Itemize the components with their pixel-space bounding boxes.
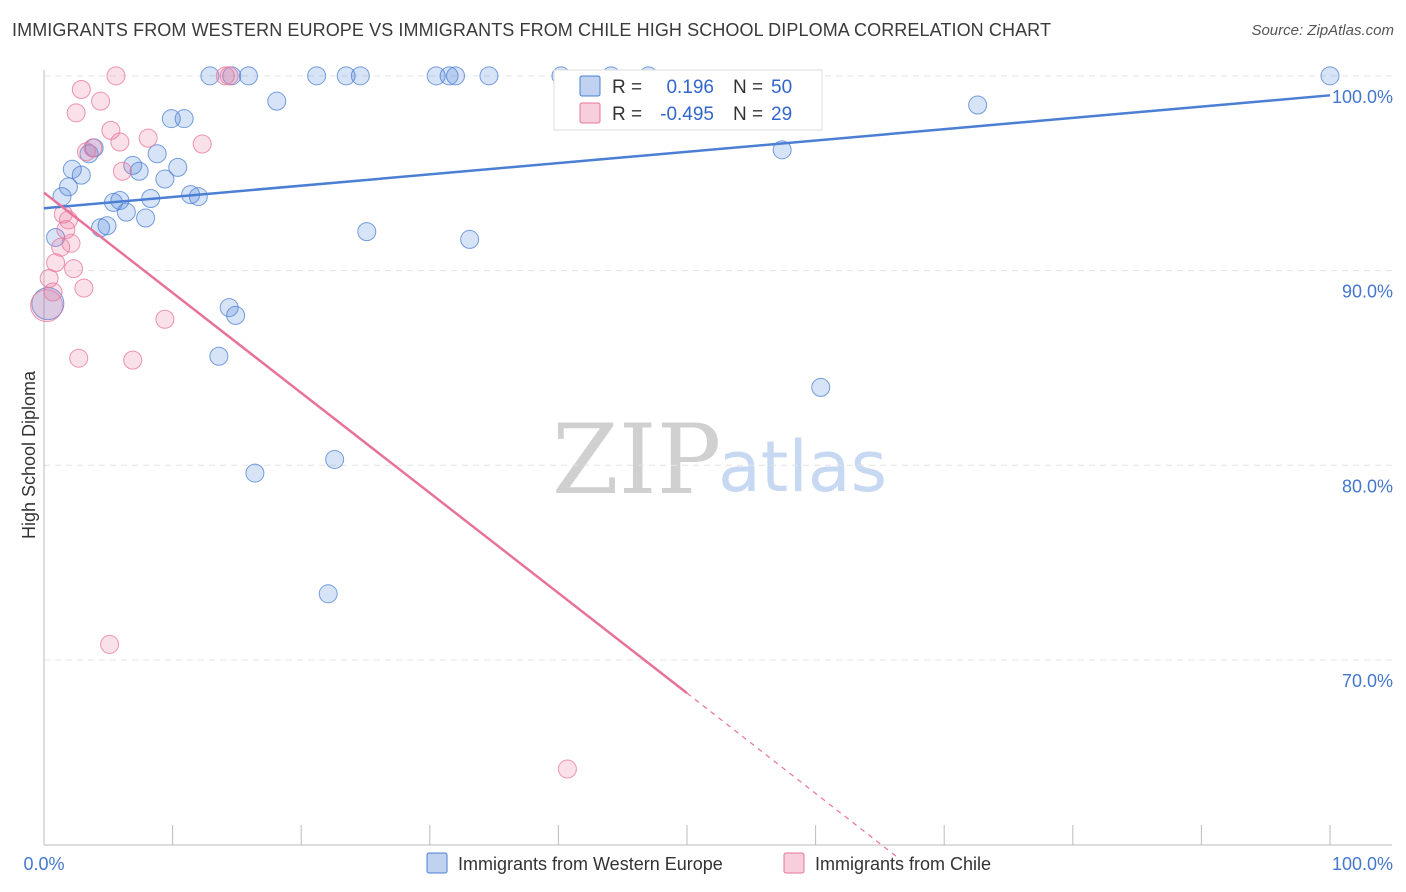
point-western-europe	[155, 169, 175, 189]
stats-r-value-chile: -0.495	[660, 104, 714, 125]
point-chile	[66, 103, 86, 123]
point-western-europe	[307, 66, 327, 86]
stats-r-label-western-europe: R =	[612, 77, 642, 98]
point-western-europe	[79, 144, 99, 164]
stats-box: R = 0.196 N = 50 R = -0.495 N = 29	[553, 69, 823, 131]
point-chile	[123, 350, 143, 370]
x-tick-label-min: 0.0%	[23, 854, 64, 874]
point-western-europe	[245, 463, 265, 483]
legend-label-western-europe: Immigrants from Western Europe	[458, 854, 723, 874]
stats-n-value-chile: 29	[771, 104, 792, 125]
point-western-europe	[357, 222, 377, 242]
point-chile	[91, 91, 111, 111]
point-western-europe	[267, 91, 287, 111]
point-western-europe	[219, 298, 239, 318]
stats-swatch-western-europe	[579, 75, 601, 97]
source-credit: Source: ZipAtlas.com	[1251, 22, 1394, 39]
point-western-europe	[479, 66, 499, 86]
y-axis-label: High School Diploma	[19, 370, 39, 539]
point-chile	[192, 134, 212, 154]
legend-swatch-chile	[783, 852, 805, 874]
stats-r-value-western-europe: 0.196	[666, 77, 714, 98]
point-western-europe	[446, 66, 466, 86]
point-western-europe	[136, 208, 156, 228]
trend-extension-chile	[686, 692, 900, 860]
point-chile	[30, 289, 64, 323]
point-western-europe	[439, 66, 459, 86]
chart-title: IMMIGRANTS FROM WESTERN EUROPE VS IMMIGR…	[12, 20, 1052, 40]
point-western-europe	[168, 157, 188, 177]
gridlines	[44, 75, 1392, 661]
stats-n-value-western-europe: 50	[771, 77, 792, 98]
stats-swatch-chile	[579, 102, 601, 124]
data-points	[30, 66, 1340, 779]
point-chile	[69, 348, 89, 368]
point-chile	[46, 253, 66, 273]
point-western-europe	[71, 165, 91, 185]
y-tick-label: 80.0%	[1342, 476, 1393, 496]
point-western-europe	[200, 66, 220, 86]
trend-line-chile	[43, 191, 688, 695]
stats-box-frame	[553, 69, 823, 131]
legend-swatch-western-europe	[426, 852, 448, 874]
point-chile	[58, 210, 78, 230]
watermark-atlas: atlas	[718, 426, 887, 508]
stats-r-label-chile: R =	[612, 104, 642, 125]
point-western-europe	[772, 140, 792, 160]
point-western-europe	[129, 161, 149, 181]
point-western-europe	[226, 305, 246, 325]
point-western-europe	[811, 377, 831, 397]
point-chile	[83, 138, 103, 158]
point-chile	[71, 79, 91, 99]
point-chile	[110, 132, 130, 152]
trend-line-western-europe	[43, 94, 1331, 210]
watermark-zip: ZIP	[552, 404, 721, 516]
point-western-europe	[325, 449, 345, 469]
point-western-europe	[318, 584, 338, 604]
point-chile	[106, 66, 126, 86]
point-western-europe	[147, 144, 167, 164]
point-western-europe	[460, 229, 480, 249]
y-tick-label: 100.0%	[1332, 87, 1393, 107]
point-chile	[74, 278, 94, 298]
point-chile	[155, 309, 175, 329]
point-chile	[43, 282, 63, 302]
point-western-europe	[209, 346, 229, 366]
legend-label-chile: Immigrants from Chile	[815, 854, 991, 874]
y-tick-label: 70.0%	[1342, 671, 1393, 691]
point-western-europe	[188, 187, 208, 207]
y-tick-label: 90.0%	[1342, 282, 1393, 302]
trend-lines	[43, 94, 1331, 860]
point-western-europe	[97, 216, 117, 236]
point-chile	[138, 128, 158, 148]
point-chile	[64, 259, 84, 279]
point-western-europe	[238, 66, 258, 86]
stats-n-label-western-europe: N =	[733, 77, 763, 98]
x-tick-label-max: 100.0%	[1332, 854, 1393, 874]
point-western-europe	[116, 202, 136, 222]
point-chile	[100, 634, 120, 654]
stats-n-label-chile: N =	[733, 104, 763, 125]
point-western-europe	[62, 159, 82, 179]
point-western-europe	[968, 95, 988, 115]
point-chile	[557, 759, 577, 779]
point-western-europe	[336, 66, 356, 86]
point-chile	[61, 233, 81, 253]
tick-labels: 70.0% 80.0% 90.0% 100.0% 0.0% 100.0%	[23, 87, 1393, 874]
legend: Immigrants from Western Europe Immigrant…	[426, 852, 991, 874]
point-chile	[112, 161, 132, 181]
point-chile	[219, 66, 239, 86]
point-western-europe	[350, 66, 370, 86]
point-western-europe	[174, 109, 194, 129]
point-western-europe	[1320, 66, 1340, 86]
point-chile	[51, 237, 71, 257]
axes	[43, 70, 1392, 846]
